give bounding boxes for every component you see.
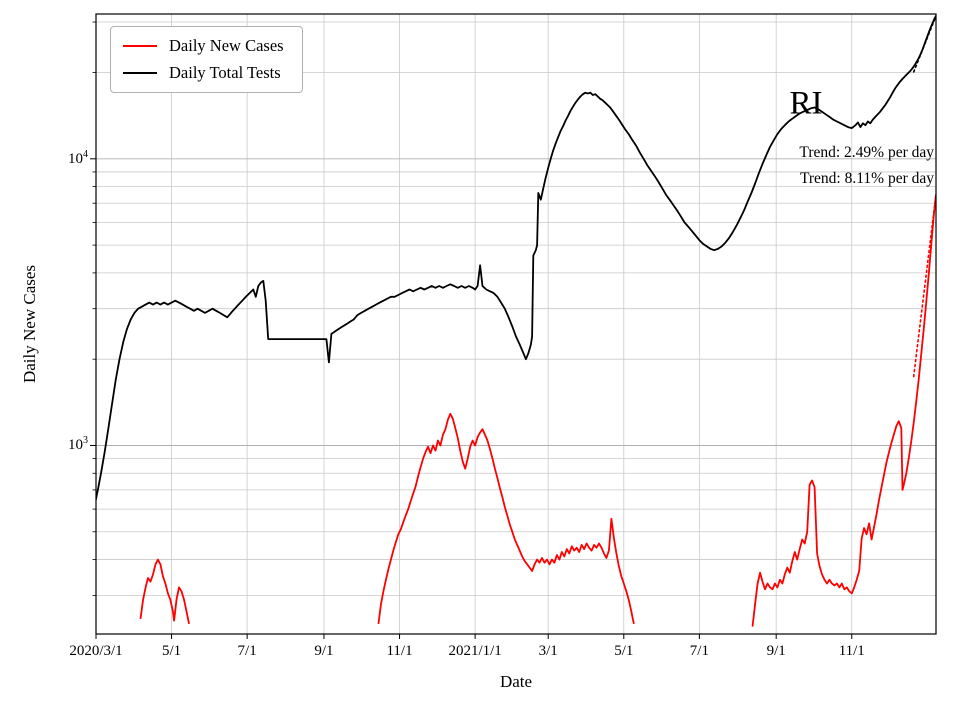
series-daily-total-tests	[96, 15, 936, 500]
series-daily-new-cases	[377, 412, 635, 625]
series-group	[96, 15, 936, 627]
cases-trend-annotation: Trend: 8.11% per day	[799, 170, 934, 187]
series-cases-trend-fit	[912, 193, 936, 378]
x-tick-label: 11/1	[838, 643, 865, 659]
tests-trend-annotation: Trend: 2.49% per day	[799, 144, 934, 161]
x-tick-label: 11/1	[386, 643, 413, 659]
legend-entry: Daily New Cases	[123, 36, 284, 55]
x-tick-label: 9/1	[766, 643, 786, 659]
x-tick-label: 5/1	[161, 643, 182, 659]
y-tick-label: 104	[68, 148, 88, 167]
x-tick-label: 5/1	[614, 643, 634, 659]
series-tests-trend-fit	[912, 15, 936, 73]
legend-entry-label: Daily Total Tests	[169, 63, 281, 83]
legend-entry: Daily Total Tests	[123, 63, 284, 83]
x-tick-label: 7/1	[689, 643, 709, 659]
tests-line-sample	[123, 72, 157, 75]
grid	[95, 14, 936, 634]
tick-marks	[90, 21, 853, 639]
state-title: RI	[789, 85, 823, 122]
y-tick-label: 103	[68, 435, 88, 454]
series-daily-new-cases	[139, 558, 190, 625]
x-tick-label: 2021/1/1	[448, 643, 502, 659]
y-axis-label: Daily New Cases	[20, 264, 39, 384]
legend: Daily New Cases Daily Total Tests	[110, 26, 303, 94]
x-tick-label: 2020/3/1	[69, 643, 123, 659]
cases-line-sample	[123, 44, 157, 48]
x-tick-label: 7/1	[237, 643, 257, 659]
x-axis-label: Date	[499, 672, 533, 691]
legend-entry-label: Daily New Cases	[169, 36, 284, 55]
x-tick-label: 9/1	[314, 643, 334, 659]
series-daily-new-cases	[751, 193, 936, 627]
plot-border	[95, 13, 937, 635]
x-tick-label: 3/1	[538, 643, 558, 659]
